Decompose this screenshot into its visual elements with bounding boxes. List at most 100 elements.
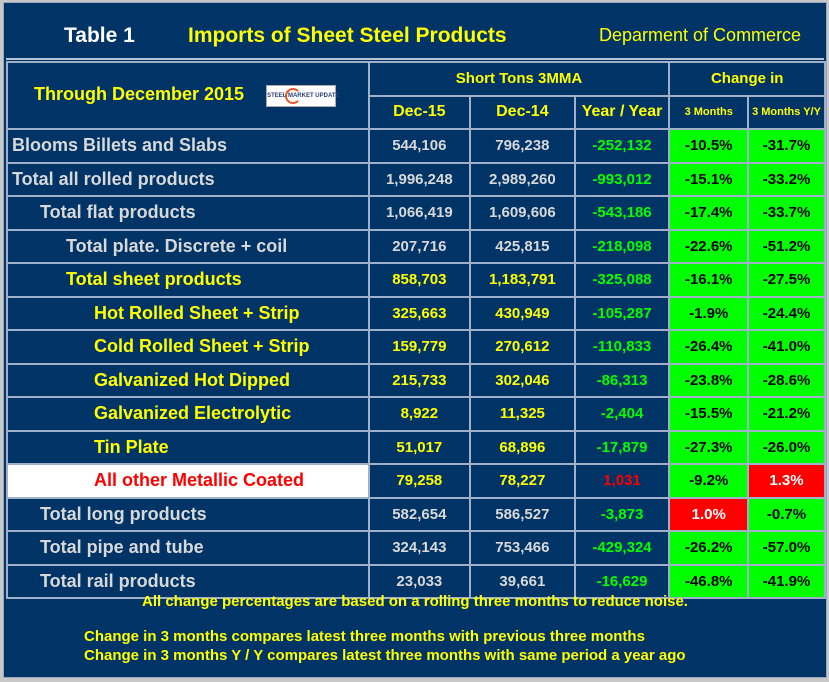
table-frame: Table 1 Imports of Sheet Steel Products …	[3, 2, 827, 678]
yoy-value: -325,088	[573, 262, 671, 298]
dec15-value: 207,716	[367, 228, 472, 264]
yoy-value: -429,324	[573, 530, 671, 566]
change-3m: -15.5%	[668, 396, 750, 432]
col-3months: 3 Months	[668, 94, 750, 130]
row-label: Total pipe and tube	[6, 530, 370, 566]
change-3m-yy: -21.2%	[747, 396, 826, 432]
header-row-2: Dec-15 Dec-14 Year / Year 3 Months 3 Mon…	[7, 94, 826, 130]
dec15-value: 79,258	[367, 463, 472, 499]
table-row: Total pipe and tube 324,143 753,466 -429,32…	[6, 530, 826, 566]
change-3m-yy: -26.0%	[747, 429, 826, 465]
change-3m-yy: -28.6%	[747, 362, 826, 398]
change-3m: -26.4%	[668, 329, 750, 365]
dec14-value: 1,183,791	[469, 262, 576, 298]
col-yoy: Year / Year	[573, 94, 671, 130]
row-label: Tin Plate	[6, 429, 370, 465]
change-3m-yy: -57.0%	[747, 530, 826, 566]
data-source: Deparment of Commerce	[599, 25, 802, 45]
row-label: Total sheet products	[6, 262, 370, 298]
table-row: Total rail products 23,033 39,661 -16,629 -4…	[6, 563, 826, 599]
dec14-value: 430,949	[469, 295, 576, 331]
change-3m: -17.4%	[668, 195, 750, 231]
col-dec14: Dec-14	[469, 94, 576, 130]
change-3m: -9.2%	[668, 463, 750, 499]
table-row: Galvanized Electrolytic 8,922 11,325 -2,404…	[6, 396, 826, 432]
yoy-value: -105,287	[573, 295, 671, 331]
change-3m: -46.8%	[668, 563, 750, 599]
imports-table: Through December 2015 STEEL MARKET UPDATE…	[6, 61, 826, 599]
table-row: Hot Rolled Sheet + Strip 325,663 430,949 -1…	[6, 295, 826, 331]
change-3m-yy: -41.0%	[747, 329, 826, 365]
change-3m-yy: -33.7%	[747, 195, 826, 231]
row-label: All other Metallic Coated	[6, 463, 370, 499]
table-row: Total sheet products 858,703 1,183,791 -325…	[6, 262, 826, 298]
yoy-value: -252,132	[573, 128, 671, 164]
header-row-1: Through December 2015 STEEL MARKET UPDATE…	[6, 61, 826, 130]
dec15-value: 1,066,419	[367, 195, 472, 231]
yoy-value: -3,873	[573, 496, 671, 532]
change-3m: -26.2%	[668, 530, 750, 566]
row-label: Blooms Billets and Slabs	[6, 128, 370, 164]
yoy-value: -543,186	[573, 195, 671, 231]
dec14-value: 1,609,606	[469, 195, 576, 231]
dec15-value: 215,733	[367, 362, 472, 398]
dec14-value: 302,046	[469, 362, 576, 398]
row-label: Hot Rolled Sheet + Strip	[6, 295, 370, 331]
row-label: Total flat products	[6, 195, 370, 231]
row-label: Galvanized Electrolytic	[6, 396, 370, 432]
footer-note: Change in 3 months Y / Y compares latest…	[84, 647, 686, 664]
yoy-value: -16,629	[573, 563, 671, 599]
yoy-value: -993,012	[573, 161, 671, 197]
change-3m-yy: -33.2%	[747, 161, 826, 197]
dec15-value: 858,703	[367, 262, 472, 298]
row-label: Galvanized Hot Dipped	[6, 362, 370, 398]
table-title: Imports of Sheet Steel Products	[188, 24, 507, 47]
dec14-value: 586,527	[469, 496, 576, 532]
dec14-value: 39,661	[469, 563, 576, 599]
table-row: Total long products 582,654 586,527 -3,873 1…	[6, 496, 826, 532]
dec14-value: 270,612	[469, 329, 576, 365]
change-3m: -27.3%	[668, 429, 750, 465]
change-3m: -1.9%	[668, 295, 750, 331]
dec15-value: 1,996,248	[367, 161, 472, 197]
dec15-value: 325,663	[367, 295, 472, 331]
dec14-value: 425,815	[469, 228, 576, 264]
change-3m-yy: 1.3%	[747, 463, 826, 499]
change-3m-yy: -51.2%	[747, 228, 826, 264]
period-cell: Through December 2015 STEEL MARKET UPDATE	[6, 61, 370, 130]
row-label: Total rail products	[6, 563, 370, 599]
col-3months-yy: 3 Months Y/Y	[747, 94, 826, 130]
change-3m-yy: -0.7%	[747, 496, 826, 532]
table-row: Galvanized Hot Dipped 215,733 302,046 -86,3…	[6, 362, 826, 398]
change-3m: -23.8%	[668, 362, 750, 398]
period-label: Through December 2015	[34, 84, 245, 105]
footer-note: All change percentages are based on a ro…	[142, 593, 688, 610]
change-3m: -15.1%	[668, 161, 750, 197]
change-3m-yy: -41.9%	[747, 563, 826, 599]
dec14-value: 68,896	[469, 429, 576, 465]
dec15-value: 51,017	[367, 429, 472, 465]
table-row: Cold Rolled Sheet + Strip 159,779 270,612-…	[6, 329, 826, 365]
change-3m: -22.6%	[668, 228, 750, 264]
dec14-value: 2,989,260	[469, 161, 576, 197]
change-3m: 1.0%	[668, 496, 750, 532]
change-3m-yy: -24.4%	[747, 295, 826, 331]
dec14-value: 796,238	[469, 128, 576, 164]
footer-note: Change in 3 months compares latest three…	[84, 628, 645, 645]
title-bar: Table 1 Imports of Sheet Steel Products …	[6, 5, 824, 60]
footer-notes: All change percentages are based on a ro…	[6, 576, 824, 676]
dec15-value: 8,922	[367, 396, 472, 432]
col-dec15: Dec-15	[367, 94, 472, 130]
dec15-value: 544,106	[367, 128, 472, 164]
table-row: Total plate. Discrete + coil 207,716 425,8…	[6, 228, 826, 264]
dec15-value: 324,143	[367, 530, 472, 566]
dec14-value: 753,466	[469, 530, 576, 566]
table-row: Blooms Billets and Slabs 544,106 796,238 -2…	[6, 128, 826, 164]
steel-market-update-logo: STEEL MARKET UPDATE	[266, 84, 340, 107]
table-row: Tin Plate 51,017 68,896 -17,879 -27.3% -26.0%	[6, 429, 826, 465]
group-change-in: Change in	[668, 61, 826, 97]
table-row: All other Metallic Coated 79,258 78,227 1,0…	[6, 463, 826, 499]
table-row: Total all rolled products 1,996,248 2,989,…	[6, 161, 826, 197]
table-number: Table 1	[64, 24, 135, 47]
row-label: Total plate. Discrete + coil	[6, 228, 370, 264]
